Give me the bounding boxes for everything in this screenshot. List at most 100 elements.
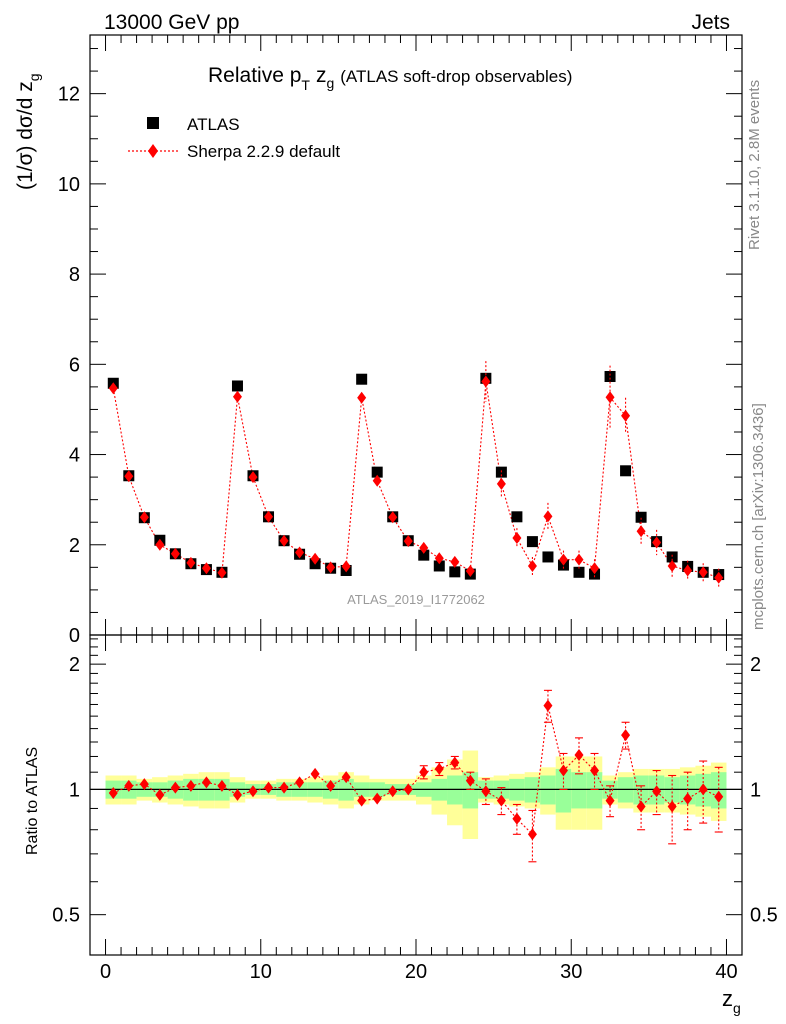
- atlas-point: [666, 551, 678, 563]
- legend-sherpa-label: Sherpa 2.2.9 default: [187, 142, 340, 161]
- sherpa-point: [341, 560, 351, 573]
- sherpa-point: [636, 525, 646, 538]
- sherpa-point: [558, 553, 568, 566]
- sherpa-point: [139, 511, 149, 524]
- x-axis-label-sub: g: [733, 1000, 741, 1016]
- ratio-point: [590, 764, 600, 777]
- ratio-point: [372, 792, 382, 805]
- sherpa-point: [683, 564, 693, 577]
- ratio-point: [621, 729, 631, 742]
- ratio-point: [605, 794, 615, 807]
- sherpa-point: [621, 409, 631, 422]
- y-tick-label: 0: [69, 625, 80, 647]
- ratio-point: [465, 774, 475, 787]
- ratio-band-green: [555, 768, 572, 813]
- ratio-point: [232, 788, 242, 801]
- sherpa-point: [264, 510, 274, 523]
- ratio-point: [201, 776, 211, 789]
- header-right: Jets: [691, 11, 730, 34]
- chart-title-main: Relative p: [208, 64, 301, 87]
- atlas-point: [542, 551, 554, 563]
- y-tick-label: 8: [69, 264, 80, 286]
- atlas-point: [449, 566, 461, 578]
- sherpa-point: [481, 375, 491, 388]
- ratio-point: [574, 748, 584, 761]
- sherpa-point: [605, 391, 615, 404]
- ratio-point: [512, 812, 522, 825]
- atlas-point: [433, 560, 445, 572]
- atlas-point: [620, 465, 632, 477]
- ratio-point: [186, 779, 196, 792]
- sherpa-point: [186, 556, 196, 569]
- ratio-point: [450, 756, 460, 769]
- upper-panel: [107, 361, 725, 587]
- ratio-point: [667, 800, 677, 813]
- ratio-point: [496, 794, 506, 807]
- ratio-point: [248, 785, 258, 798]
- chart-title-sub: T: [301, 77, 310, 93]
- y-tick-label: 2: [69, 535, 80, 557]
- ratio-point: [481, 785, 491, 798]
- ratio-band-green: [586, 772, 603, 809]
- ratio-y-tick-label-right: 1: [750, 779, 761, 801]
- chart-title-zg: z: [316, 64, 327, 87]
- ratio-point: [279, 781, 289, 794]
- chart-title: Relative pT zg (ATLAS soft-drop observable…: [208, 64, 572, 93]
- y-axis-label-sub: g: [26, 73, 42, 81]
- ratio-band-green: [710, 772, 727, 809]
- ratio-y-tick-label-right: 0.5: [750, 905, 778, 927]
- x-tick-label: 10: [250, 961, 272, 983]
- sherpa-point: [434, 552, 444, 565]
- x-axis-label-main: z: [722, 986, 733, 1011]
- sherpa-point: [248, 471, 258, 484]
- ratio-point: [139, 778, 149, 791]
- sherpa-point: [512, 532, 522, 545]
- sherpa-point: [652, 536, 662, 549]
- sherpa-point: [527, 559, 537, 572]
- sherpa-point: [590, 562, 600, 575]
- sherpa-point: [295, 546, 305, 559]
- ratio-point: [124, 779, 134, 792]
- ratio-point: [543, 699, 553, 712]
- atlas-point: [526, 536, 538, 548]
- x-tick-label: 0: [100, 961, 111, 983]
- ratio-point: [714, 790, 724, 803]
- sherpa-point: [326, 561, 336, 574]
- ratio-panel: [90, 689, 742, 863]
- ratio-y-tick-label: 2: [69, 654, 80, 676]
- ratio-y-axis-label: Ratio to ATLAS: [24, 747, 41, 855]
- sherpa-point: [279, 534, 289, 547]
- ratio-point: [295, 776, 305, 789]
- ratio-y-tick-label-right: 2: [750, 654, 761, 676]
- sherpa-point: [496, 477, 506, 490]
- x-axis-label: zg: [722, 986, 741, 1016]
- sherpa-line: [112, 381, 719, 579]
- ratio-point: [388, 785, 398, 798]
- rivet-version-label: Rivet 3.1.10, 2.8M events: [746, 80, 763, 250]
- atlas-point: [356, 373, 368, 385]
- sherpa-point: [372, 474, 382, 487]
- legend-atlas-marker: [147, 117, 159, 129]
- sherpa-point: [403, 535, 413, 548]
- sherpa-point: [574, 553, 584, 566]
- header-left: 13000 GeV pp: [104, 11, 239, 34]
- sherpa-point: [419, 541, 429, 554]
- y-tick-label: 4: [69, 445, 80, 467]
- sherpa-point: [450, 555, 460, 568]
- sherpa-point: [232, 390, 242, 403]
- ratio-point: [527, 828, 537, 841]
- ratio-point: [326, 779, 336, 792]
- sherpa-point: [217, 566, 227, 579]
- legend-atlas-label: ATLAS: [187, 115, 240, 134]
- ratio-point: [652, 785, 662, 798]
- ratio-point: [434, 762, 444, 775]
- sherpa-point: [170, 547, 180, 560]
- atlas-point: [635, 511, 647, 523]
- sherpa-point: [667, 559, 677, 572]
- sherpa-point: [201, 562, 211, 575]
- y-axis-label-main: (1/σ) dσ/d z: [14, 81, 37, 190]
- sherpa-point: [357, 391, 367, 404]
- ratio-y-tick-label: 1: [69, 779, 80, 801]
